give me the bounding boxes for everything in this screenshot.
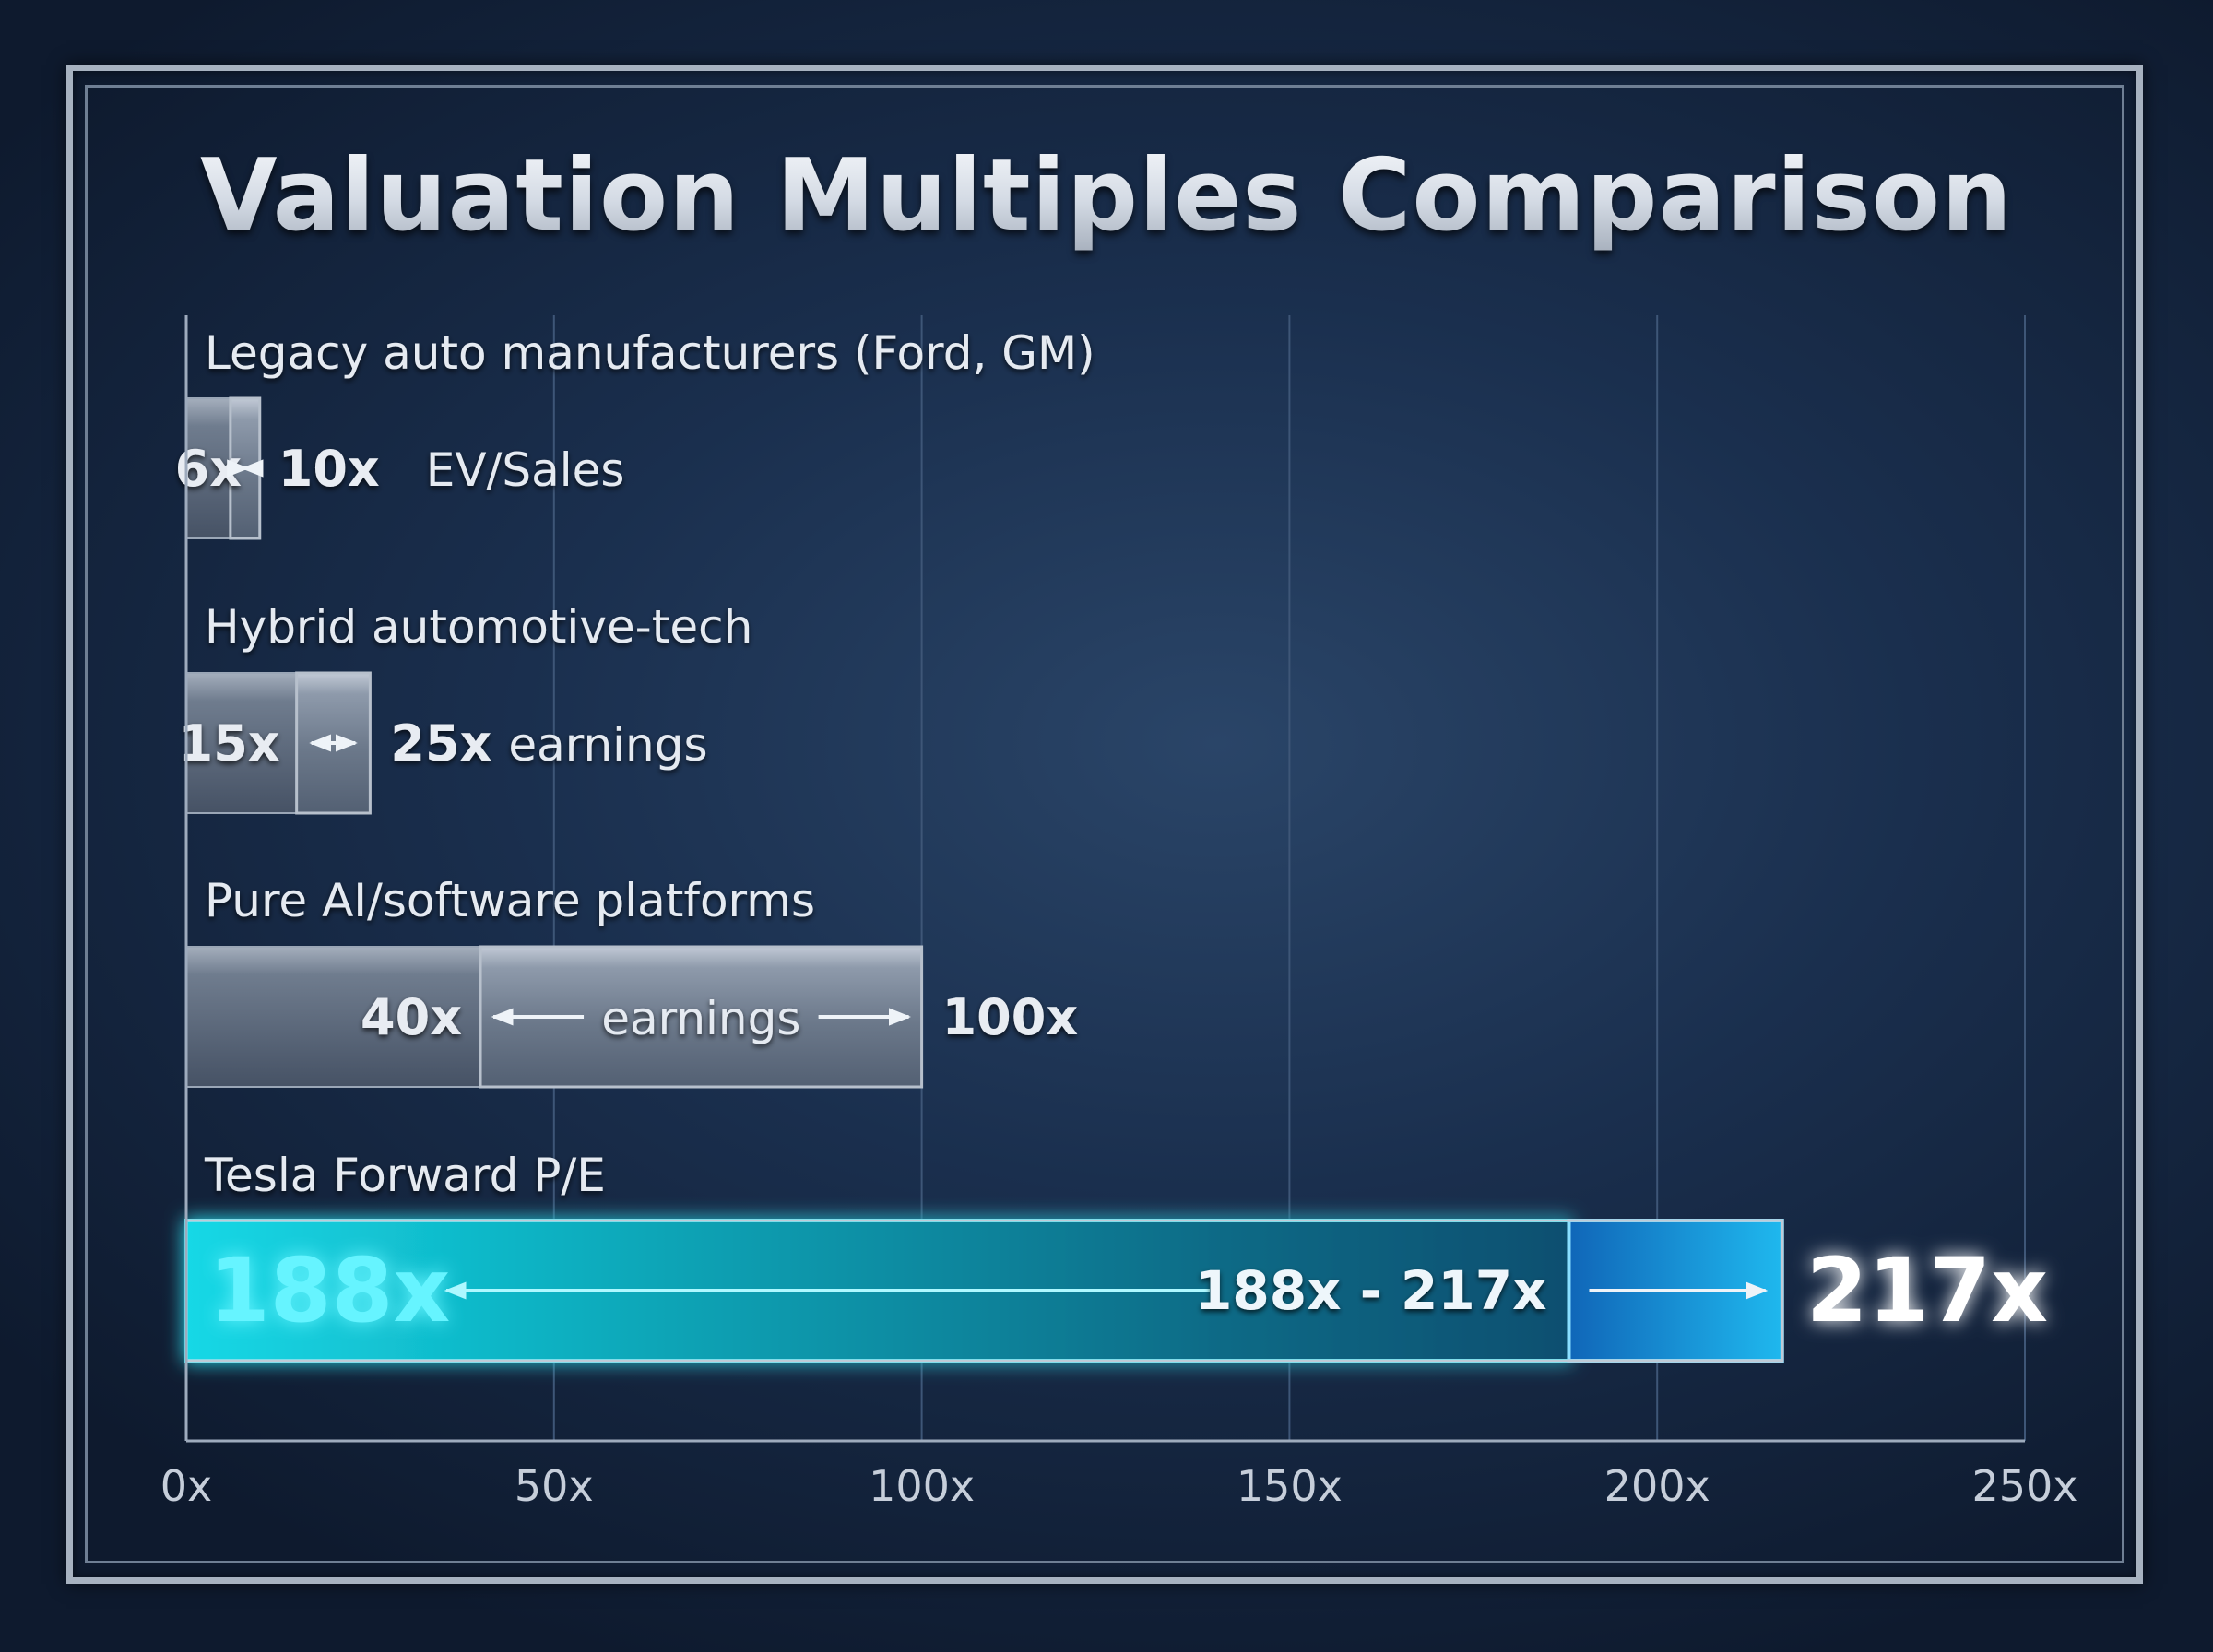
bar-row: Legacy auto manufacturers (Ford, GM)6x 10… bbox=[175, 326, 1095, 540]
high-value-label: 217x bbox=[1806, 1239, 2048, 1342]
range-label: 188x - 217x bbox=[1195, 1259, 1546, 1322]
category-label: Pure AI/software platforms bbox=[205, 874, 815, 927]
x-tick-label: 200x bbox=[1604, 1461, 1710, 1511]
x-tick-label: 100x bbox=[869, 1461, 975, 1511]
low-value-label: 15x bbox=[179, 714, 280, 773]
high-value-label: 100x bbox=[942, 988, 1079, 1046]
x-tick-label: 0x bbox=[160, 1461, 213, 1511]
low-value-label: 40x bbox=[361, 988, 462, 1046]
x-tick-label: 50x bbox=[515, 1461, 594, 1511]
bar-row: Pure AI/software platforms 40x earnings 100… bbox=[185, 874, 1079, 1089]
category-label: Hybrid automotive-tech bbox=[205, 600, 752, 654]
x-tick-label: 250x bbox=[1971, 1461, 2077, 1511]
metric-label: earnings bbox=[601, 992, 800, 1045]
high-value-label: 10x bbox=[278, 440, 380, 498]
bar-row: Tesla Forward P/E 188x 188x - 217x 217x bbox=[184, 1149, 2048, 1363]
bar-row: Hybrid automotive-tech 15x 25x earnings bbox=[179, 600, 752, 815]
low-value-label: 188x bbox=[208, 1239, 450, 1342]
chart-title: Valuation Multiples Comparison bbox=[0, 138, 2213, 254]
category-label: Legacy auto manufacturers (Ford, GM) bbox=[205, 326, 1095, 380]
x-tick-label: 150x bbox=[1237, 1461, 1343, 1511]
x-axis: 0x 50x 100x 150x 200x 250x bbox=[160, 315, 2078, 1511]
category-label: Tesla Forward P/E bbox=[204, 1149, 606, 1202]
bars-group: Legacy auto manufacturers (Ford, GM)6x 10… bbox=[175, 326, 2048, 1363]
bar-base-segment bbox=[185, 672, 298, 814]
inner-frame bbox=[85, 85, 2124, 1564]
metric-label: EV/Sales bbox=[426, 443, 625, 497]
metric-label: earnings bbox=[508, 718, 707, 772]
high-value-label: 25x bbox=[390, 714, 491, 773]
outer-frame bbox=[66, 65, 2143, 1584]
